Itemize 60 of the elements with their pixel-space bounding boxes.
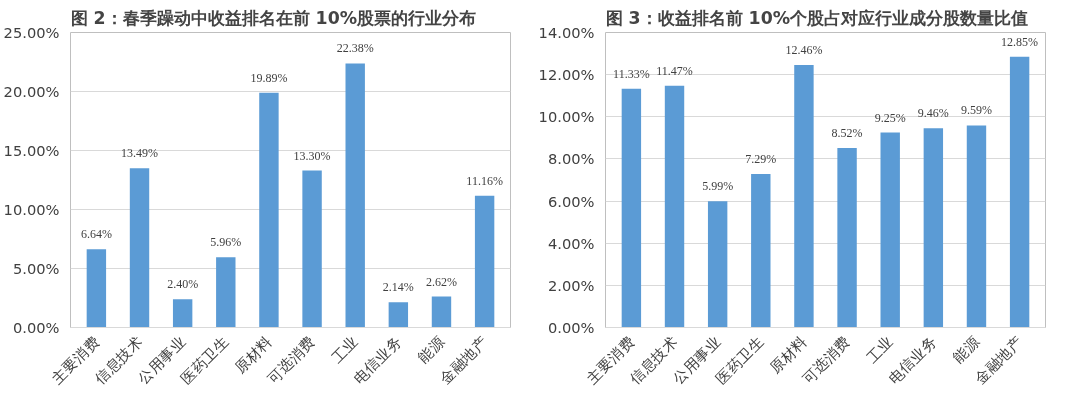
x-tick-label: 能源 <box>414 332 448 366</box>
data-label: 2.62% <box>425 274 457 289</box>
bar <box>388 302 409 328</box>
bar <box>751 173 771 328</box>
data-label: 8.52% <box>831 125 863 140</box>
x-tick-label: 能源 <box>949 332 983 366</box>
data-label: 9.25% <box>874 110 906 125</box>
bar <box>431 296 452 328</box>
bar <box>172 299 193 328</box>
data-label: 2.14% <box>382 280 414 295</box>
x-tick-label: 工业 <box>327 332 362 366</box>
bar <box>216 257 236 328</box>
bar <box>302 170 322 328</box>
data-label: 11.16% <box>466 173 503 188</box>
data-label: 11.33% <box>613 66 650 81</box>
data-label: 9.46% <box>917 106 949 121</box>
bar <box>345 63 365 328</box>
y-tick-label: 15.00% <box>3 142 60 159</box>
chart-title: 图 3：收益排名前 10%个股占对应行业成分股数量比值 <box>605 7 1029 28</box>
data-label: 19.89% <box>250 70 288 85</box>
data-label: 12.85% <box>1001 34 1039 49</box>
data-label: 7.29% <box>745 151 777 166</box>
y-tick-label: 0.00% <box>12 319 60 336</box>
data-label: 12.46% <box>785 42 823 57</box>
bar <box>86 249 107 328</box>
data-label: 5.96% <box>210 235 242 250</box>
y-tick-label: 4.00% <box>547 234 595 252</box>
bar <box>621 88 642 328</box>
bar <box>259 92 279 328</box>
y-tick-label: 8.00% <box>547 150 595 168</box>
y-tick-label: 20.00% <box>3 83 60 100</box>
bar <box>837 147 857 328</box>
data-label: 11.47% <box>656 63 693 78</box>
y-tick-label: 10.00% <box>538 108 595 126</box>
y-tick-label: 0.00% <box>547 319 595 336</box>
data-label: 5.99% <box>702 179 734 194</box>
y-tick-label: 10.00% <box>3 201 60 218</box>
bar <box>474 195 495 328</box>
data-label: 13.49% <box>121 146 159 161</box>
bar <box>129 168 150 328</box>
bar <box>794 64 814 328</box>
data-label: 22.38% <box>336 41 374 56</box>
y-tick-label: 2.00% <box>547 276 595 294</box>
y-tick-label: 6.00% <box>547 192 595 210</box>
x-tick-label: 工业 <box>862 332 897 366</box>
y-tick-label: 14.00% <box>538 24 595 41</box>
data-label: 6.64% <box>80 227 112 242</box>
chart-title: 图 2：春季躁动中收益排名在前 10%股票的行业分布 <box>70 7 477 28</box>
bar <box>1009 56 1030 328</box>
data-label: 2.40% <box>167 277 199 292</box>
y-tick-label: 25.00% <box>3 24 60 41</box>
bar <box>707 201 728 328</box>
data-label: 9.59% <box>960 103 992 118</box>
data-label: 13.30% <box>293 148 331 163</box>
bar <box>880 132 900 328</box>
y-tick-label: 5.00% <box>12 260 60 277</box>
bar <box>923 128 944 328</box>
y-tick-label: 12.00% <box>538 66 595 84</box>
bar <box>966 125 987 328</box>
bar <box>664 85 685 328</box>
